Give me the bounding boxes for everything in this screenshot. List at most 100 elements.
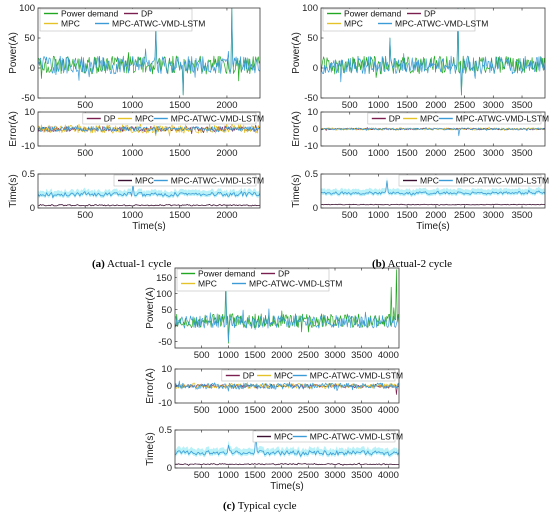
legend-label: DP xyxy=(243,371,255,381)
x-axis-label: Time(s) xyxy=(416,221,450,232)
series-group xyxy=(38,180,260,207)
series-line-power-demand xyxy=(321,8,545,96)
x-tick-label: 500 xyxy=(77,100,93,111)
chart-a-error: 500 1000 1500 2000 -10 0 10 Error(A) DP MPC MPC-AT… xyxy=(8,107,264,159)
legend-label: MPC-ATWC-VMD-LSTM xyxy=(171,114,264,124)
x-tick-label: 2000 xyxy=(216,210,237,221)
y-axis-label: Time(s) xyxy=(145,432,156,466)
legend-label: MPC xyxy=(61,19,80,29)
y-tick-label: 100 xyxy=(302,3,318,14)
y-tick-label: 0 xyxy=(30,63,35,74)
legend: DP MPC MPC-ATWC-VMD-LSTM xyxy=(367,112,549,125)
x-tick-label: 3000 xyxy=(483,100,504,111)
x-tick-label: 3500 xyxy=(511,210,532,221)
legend-box xyxy=(398,174,542,187)
x-tick-label: 1000 xyxy=(122,148,143,159)
x-tick-label: 1000 xyxy=(218,350,239,361)
legend-label: MPC xyxy=(198,279,217,289)
y-tick-label: 0 xyxy=(30,124,35,135)
series-line-mpc-atwc-vmd-lstm xyxy=(38,125,260,135)
x-tick-label: 1000 xyxy=(218,470,239,481)
legend: MPC MPC-ATWC-VMD-LSTM xyxy=(252,430,403,443)
x-tick-label: 3500 xyxy=(511,100,532,111)
chart-c-time: 500 1000 1500 2000 2500 3000 3500 400000.5Time(… xyxy=(145,425,403,492)
x-tick-label: 3000 xyxy=(483,210,504,221)
y-tick-label: 10 xyxy=(161,364,172,375)
x-tick-label: 1000 xyxy=(122,100,143,111)
chart-a-power: 500 1000 1500 2000 -50 0 50 100 Power(A) Power de… xyxy=(8,3,261,111)
series-line-mpc-atwc-vmd-lstm xyxy=(175,433,399,457)
y-tick-label: -50 xyxy=(304,93,318,104)
x-tick-label: 1500 xyxy=(397,100,418,111)
legend-label: MPC xyxy=(135,176,154,186)
legend: Power demand DP MPC MPC-ATWC-VMD-LSTM xyxy=(176,269,342,292)
legend-label: Power demand xyxy=(61,9,118,19)
y-tick-label: -50 xyxy=(158,337,172,348)
legend-label: MPC xyxy=(420,114,439,124)
y-axis-label: Power(A) xyxy=(145,287,156,329)
y-tick-label: -10 xyxy=(158,398,172,409)
plot-frame xyxy=(174,267,400,349)
y-tick-label: 0 xyxy=(167,463,172,474)
legend-label: MPC-ATWC-VMD-LSTM xyxy=(456,114,549,124)
x-tick-label: 1500 xyxy=(397,210,418,221)
y-tick-label: 0.5 xyxy=(159,425,172,436)
x-tick-label: 2000 xyxy=(425,210,446,221)
series-group xyxy=(38,121,260,137)
legend: DP MPC MPC-ATWC-VMD-LSTM xyxy=(82,112,264,125)
legend-label: MPC xyxy=(420,176,439,186)
y-tick-label: 50 xyxy=(161,305,172,316)
x-tick-label: 1000 xyxy=(368,100,389,111)
legend-label: MPC xyxy=(274,371,293,381)
x-tick-label: 3000 xyxy=(324,470,345,481)
x-tick-label: 1500 xyxy=(169,148,190,159)
x-tick-label: 4000 xyxy=(378,405,399,416)
x-tick-label: 2000 xyxy=(425,148,446,159)
series-group xyxy=(321,126,545,137)
x-tick-label: 500 xyxy=(77,148,93,159)
series-line-power-demand xyxy=(38,8,260,96)
series-line-mpc-atwc-vmd-lstm xyxy=(321,8,545,96)
legend-box xyxy=(367,112,542,125)
series-group xyxy=(175,269,399,344)
x-tick-label: 3000 xyxy=(324,405,345,416)
y-tick-label: 50 xyxy=(307,33,318,44)
series-group xyxy=(321,176,545,206)
x-tick-label: 1500 xyxy=(244,405,265,416)
series-line-mpc-atwc-vmd-lstm xyxy=(38,183,260,199)
y-tick-label: 0.5 xyxy=(305,169,318,180)
legend-label: MPC-ATWC-VMD-LSTM xyxy=(310,371,403,381)
series-line-mpc xyxy=(175,462,399,466)
x-tick-label: 1500 xyxy=(397,148,418,159)
x-tick-label: 3000 xyxy=(483,148,504,159)
legend-label: MPC xyxy=(135,114,154,124)
series-line-mpc-atwc-vmd-lstm xyxy=(175,286,399,342)
x-tick-label: 500 xyxy=(194,470,210,481)
y-tick-label: 50 xyxy=(24,33,35,44)
legend-label: MPC-ATWC-VMD-LSTM xyxy=(171,176,264,186)
legend-label: MPC-ATWC-VMD-LSTM xyxy=(395,19,488,29)
legend: Power demand DP MPC MPC-ATWC-VMD-LSTM xyxy=(322,9,488,32)
y-tick-label: 10 xyxy=(307,107,318,118)
y-tick-label: 0 xyxy=(167,321,172,332)
legend-label: MPC-ATWC-VMD-LSTM xyxy=(310,432,403,442)
legend-label: DP xyxy=(104,114,116,124)
x-tick-label: 1500 xyxy=(169,210,190,221)
y-tick-label: 0 xyxy=(313,203,318,214)
legend-label: MPC-ATWC-VMD-LSTM xyxy=(249,279,342,289)
x-tick-label: 500 xyxy=(194,405,210,416)
plot-frame xyxy=(174,429,400,469)
legend-box xyxy=(39,8,193,32)
x-tick-label: 1000 xyxy=(122,210,143,221)
x-tick-label: 2000 xyxy=(425,100,446,111)
legend: Power demand DP MPC MPC-ATWC-VMD-LSTM xyxy=(39,8,205,32)
y-tick-label: 100 xyxy=(156,289,172,300)
x-tick-label: 4000 xyxy=(378,470,399,481)
y-axis-label: Error(A) xyxy=(8,111,19,147)
legend: DP MPC MPC-ATWC-VMD-LSTM xyxy=(221,369,403,382)
y-tick-label: -50 xyxy=(21,93,35,104)
legend: MPC MPC-ATWC-VMD-LSTM xyxy=(398,174,549,187)
y-tick-label: 0 xyxy=(313,63,318,74)
